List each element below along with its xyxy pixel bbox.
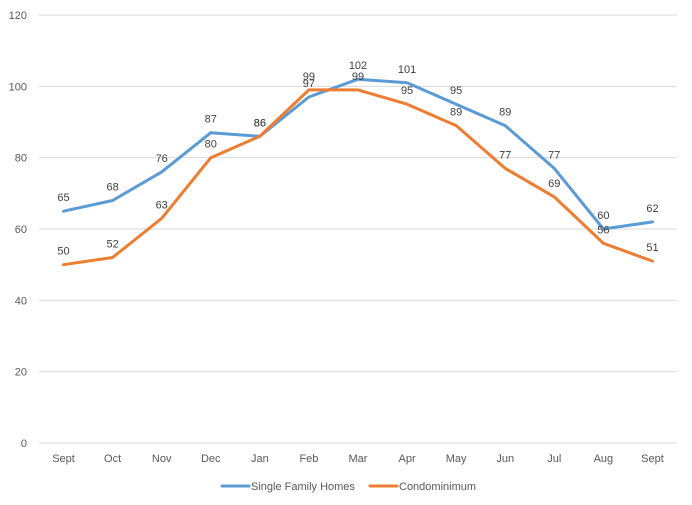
data-label: 101 [398,64,416,76]
y-tick-label: 120 [9,10,27,22]
y-tick-label: 20 [15,367,27,379]
data-label: 77 [499,149,511,161]
x-tick-label: Apr [399,453,416,465]
data-label: 97 [303,78,315,90]
gridlines [39,14,677,373]
data-label: 89 [499,107,511,119]
data-label: 69 [548,178,560,190]
data-label: 86 [254,117,266,129]
data-label: 51 [646,242,658,254]
x-tick-label: Dec [201,453,221,465]
x-tick-label: Nov [152,453,172,465]
legend-label: Single Family Homes [251,481,355,493]
series-lines [62,77,654,267]
x-tick-label: May [446,453,467,465]
data-label: 86 [254,117,266,129]
data-label: 65 [57,192,69,204]
x-tick-label: Jun [496,453,514,465]
x-tick-label: Aug [594,453,614,465]
x-tick-label: Oct [104,453,121,465]
y-tick-label: 100 [9,81,27,93]
x-tick-label: Feb [299,453,318,465]
data-label: 89 [450,107,462,119]
data-label: 68 [106,181,118,193]
legend: Single Family Homes Condominimum [220,481,476,493]
data-label: 63 [156,199,168,211]
x-tick-label: Sept [52,453,75,465]
data-label: 102 [349,60,367,72]
data-label: 80 [205,139,217,151]
data-label: 60 [597,210,609,222]
x-tick-label: Sept [641,453,664,465]
data-label: 95 [450,85,462,97]
axes: 0 20 40 60 80 100 120 Sept Oct Nov Dec Jan Feb Mar Apr… [9,10,677,465]
data-label: 62 [646,203,658,215]
y-tick-label: 40 [15,295,27,307]
x-tick-label: Jan [251,453,269,465]
series-line-single-family-homes [62,77,654,231]
legend-label: Condominimum [399,481,476,493]
y-tick-label: 80 [15,153,27,165]
series-line-condominimum [62,88,654,267]
data-label: 99 [352,71,364,83]
data-label: 76 [156,153,168,165]
data-label: 52 [106,239,118,251]
data-label: 95 [401,85,413,97]
data-label: 99 [303,71,315,83]
data-label: 87 [205,114,217,126]
data-label: 77 [548,149,560,161]
x-tick-label: Jul [547,453,561,465]
y-tick-label: 0 [21,438,27,450]
y-tick-label: 60 [15,224,27,236]
data-label: 56 [597,224,609,236]
x-tick-label: Mar [349,453,368,465]
data-label: 50 [57,246,69,258]
